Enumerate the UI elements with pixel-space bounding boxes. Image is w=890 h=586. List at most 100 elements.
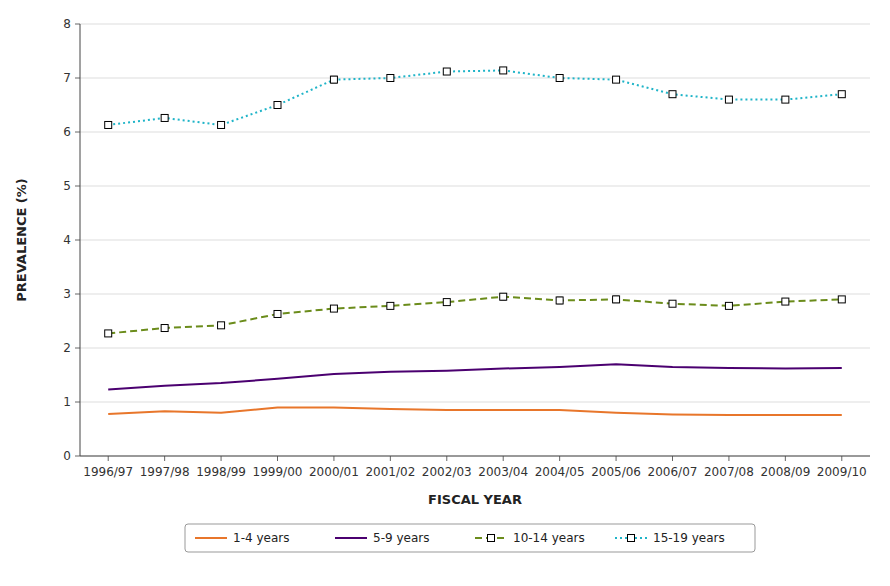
x-tick — [503, 456, 504, 461]
marker — [330, 76, 337, 83]
legend-label: 1-4 years — [233, 531, 289, 545]
legend-swatch — [335, 537, 367, 539]
grid-line — [80, 456, 870, 457]
marker — [105, 121, 112, 128]
legend-label: 5-9 years — [373, 531, 429, 545]
x-tick-label: 2001/02 — [365, 465, 415, 479]
marker — [218, 322, 225, 329]
marker — [782, 298, 789, 305]
plot-area — [105, 67, 846, 415]
legend-label: 15-19 years — [653, 531, 725, 545]
series-line — [108, 297, 842, 334]
y-tick-label: 7 — [63, 71, 71, 85]
marker — [105, 330, 112, 337]
x-tick — [164, 456, 165, 461]
marker — [556, 75, 563, 82]
legend-marker — [628, 535, 635, 542]
error-bar — [331, 76, 337, 82]
y-tick — [75, 24, 80, 25]
error-bar — [670, 92, 676, 97]
legend-label: 10-14 years — [513, 531, 585, 545]
error-bar — [839, 92, 845, 97]
series-line — [108, 364, 842, 389]
y-tick-label: 1 — [63, 395, 71, 409]
marker — [725, 96, 732, 103]
marker — [613, 296, 620, 303]
y-tick — [75, 78, 80, 79]
error-bar — [162, 115, 168, 120]
grid-line — [80, 294, 870, 295]
y-axis-label: PREVALENCE (%) — [14, 178, 29, 302]
legend: 1-4 years 5-9 years 10-14 years 15-19 years — [185, 524, 755, 552]
x-tick-label: 2000/01 — [309, 465, 359, 479]
marker — [274, 310, 281, 317]
y-tick — [75, 132, 80, 133]
grid-line — [80, 240, 870, 241]
y-tick — [75, 294, 80, 295]
series-line — [108, 407, 842, 415]
error-bar — [218, 122, 224, 127]
grid-line — [80, 24, 870, 25]
error-bar — [387, 75, 393, 80]
series — [105, 67, 846, 129]
marker — [556, 297, 563, 304]
x-tick-label: 2004/05 — [535, 465, 585, 479]
marker — [161, 325, 168, 332]
x-tick — [559, 456, 560, 461]
y-tick — [75, 186, 80, 187]
legend-frame — [185, 524, 755, 552]
x-tick-label: 2005/06 — [591, 465, 641, 479]
marker — [838, 296, 845, 303]
x-tick — [841, 456, 842, 461]
chart: 0123456781996/971997/981998/991999/00200… — [0, 0, 890, 586]
x-tick-label: 2008/09 — [760, 465, 810, 479]
error-bar — [105, 122, 111, 127]
error-bar — [275, 102, 281, 108]
marker — [443, 68, 450, 75]
x-tick-label: 1997/98 — [140, 465, 190, 479]
x-tick-label: 2007/08 — [704, 465, 754, 479]
marker — [387, 302, 394, 309]
x-tick — [221, 456, 222, 461]
x-tick — [108, 456, 109, 461]
x-tick-label: 2006/07 — [648, 465, 698, 479]
x-tick — [672, 456, 673, 461]
grid-line — [80, 78, 870, 79]
y-tick-label: 4 — [63, 233, 71, 247]
marker — [161, 114, 168, 121]
y-tick — [75, 240, 80, 241]
marker — [443, 299, 450, 306]
marker — [500, 67, 507, 74]
marker — [500, 293, 507, 300]
x-tick-label: 2003/04 — [478, 465, 528, 479]
error-bar — [557, 75, 563, 80]
marker — [782, 96, 789, 103]
series — [108, 407, 842, 415]
x-tick — [390, 456, 391, 461]
x-axis — [80, 456, 870, 457]
y-tick — [75, 456, 80, 457]
error-bar — [782, 97, 788, 102]
series-line — [108, 70, 842, 125]
x-tick-label: 1996/97 — [83, 465, 133, 479]
x-tick — [728, 456, 729, 461]
marker — [669, 300, 676, 307]
error-bar — [500, 293, 506, 299]
x-tick — [333, 456, 334, 461]
grid-line — [80, 348, 870, 349]
y-tick-label: 0 — [63, 449, 71, 463]
y-tick-label: 6 — [63, 125, 71, 139]
x-tick — [785, 456, 786, 461]
x-tick — [277, 456, 278, 461]
x-tick — [616, 456, 617, 461]
y-tick-label: 3 — [63, 287, 71, 301]
x-tick-label: 1999/00 — [253, 465, 303, 479]
y-tick-label: 8 — [63, 17, 71, 31]
x-tick-label: 2002/03 — [422, 465, 472, 479]
marker — [613, 76, 620, 83]
x-tick — [446, 456, 447, 461]
y-tick-label: 2 — [63, 341, 71, 355]
y-axis — [80, 24, 81, 456]
marker — [274, 102, 281, 109]
y-tick-label: 5 — [63, 179, 71, 193]
